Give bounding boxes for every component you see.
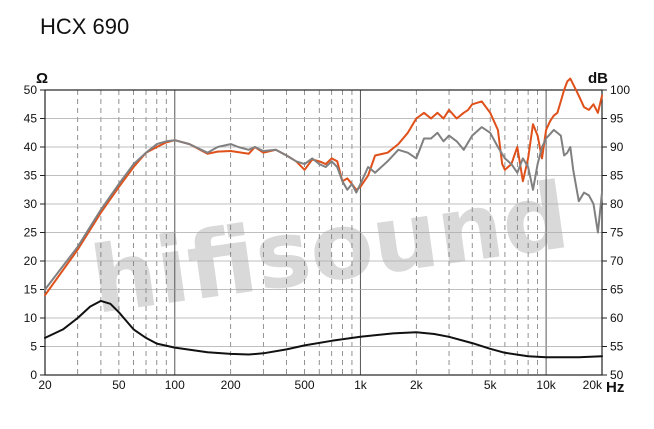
watermark-text: hifisound [85,162,575,335]
grid [45,90,602,375]
right-tick-label: 80 [610,197,624,211]
left-tick-label: 50 [24,83,38,97]
series-group [44,77,603,359]
x-tick-label: 500 [295,378,315,392]
right-tick-label: 50 [610,368,624,382]
watermark: hifisound [85,162,575,335]
x-tick-label: 20k [583,378,603,392]
left-tick-label: 0 [30,368,37,382]
right-tick-label: 85 [610,169,624,183]
left-tick-label: 10 [24,311,38,325]
x-tick-label: 100 [165,378,185,392]
right-tick-label: 100 [610,83,630,97]
right-tick-label: 55 [610,340,624,354]
left-axis-unit: Ω [36,70,48,87]
right-tick-label: 75 [610,226,624,240]
series-line-2 [44,126,603,291]
left-tick-label: 45 [24,112,38,126]
x-tick-label: 1k [354,378,368,392]
right-tick-label: 65 [610,283,624,297]
x-tick-label: 5k [484,378,498,392]
x-tick-label: 10k [536,378,556,392]
right-tick-label: 60 [610,311,624,325]
left-tick-label: 40 [24,140,38,154]
series-line-1 [44,77,603,297]
x-axis-unit: Hz [606,379,624,396]
x-tick-label: 20 [38,378,52,392]
left-tick-label: 35 [24,169,38,183]
right-tick-label: 95 [610,112,624,126]
left-tick-label: 25 [24,226,38,240]
tick-labels: 0 5 10 15 20 25 30 35 40 45 50 50 55 60 65 70 75 80 85 90 95… [24,70,631,396]
axes [40,89,607,376]
x-tick-label: 2k [410,378,424,392]
left-tick-label: 15 [24,283,38,297]
left-tick-label: 5 [30,340,37,354]
left-tick-label: 20 [24,254,38,268]
x-tick-label: 200 [221,378,241,392]
x-tick-label: 50 [112,378,126,392]
right-tick-label: 90 [610,140,624,154]
right-axis-unit: dB [588,70,608,87]
series-line-3 [44,299,603,359]
chart-title: HCX 690 [40,14,130,39]
right-tick-label: 70 [610,254,624,268]
left-tick-label: 30 [24,197,38,211]
